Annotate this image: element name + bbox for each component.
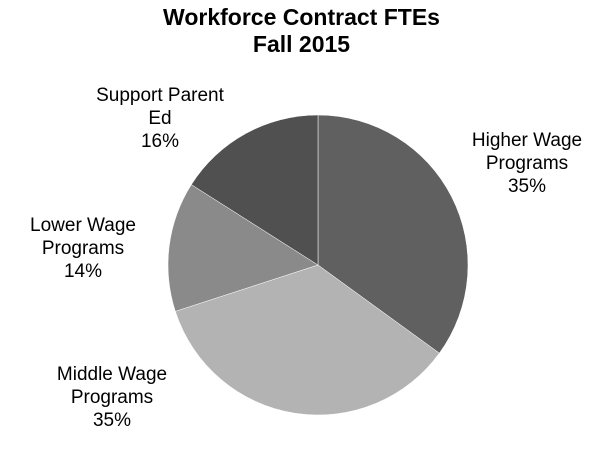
category-label: Higher Wage Programs	[471, 130, 583, 174]
chart-title: Workforce Contract FTEs Fall 2015	[0, 4, 603, 58]
slice-label: Higher Wage Programs 35%	[445, 129, 603, 198]
pie-slice	[191, 114, 319, 266]
pie-slice	[167, 184, 319, 312]
value-label: 16%	[140, 131, 180, 152]
slice-label: Lower Wage Programs 14%	[8, 214, 158, 283]
slice-label: Support Parent Ed 16%	[85, 84, 235, 153]
category-label: Middle Wage Programs	[56, 364, 168, 408]
title-line: Fall 2015	[252, 31, 351, 57]
category-label: Support Parent Ed	[96, 85, 224, 129]
pie-slice	[175, 264, 440, 416]
pie-slice	[317, 114, 469, 354]
category-label: Lower Wage Programs	[30, 215, 136, 259]
slice-label: Middle Wage Programs 35%	[32, 363, 192, 432]
value-label: 35%	[92, 410, 132, 431]
value-label: 35%	[507, 176, 547, 197]
value-label: 14%	[63, 261, 103, 282]
title-line: Workforce Contract FTEs	[163, 4, 440, 30]
